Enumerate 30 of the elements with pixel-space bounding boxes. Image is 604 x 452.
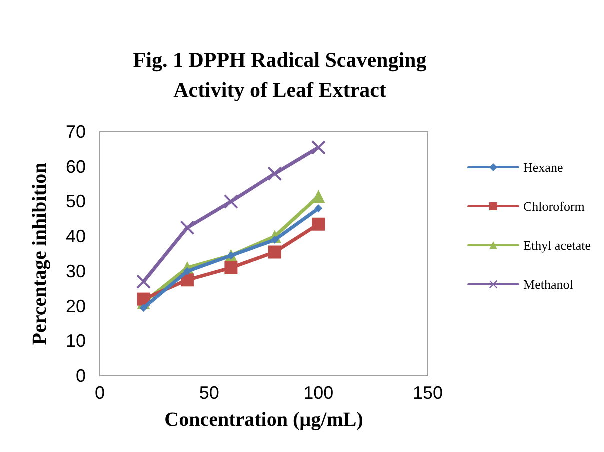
legend-label: Methanol — [524, 277, 574, 292]
x-tick-label: 0 — [94, 383, 106, 403]
legend-label: Ethyl acetate — [524, 238, 592, 253]
y-axis-title: Percentage inhibition — [29, 162, 51, 346]
x-tick-label: 50 — [199, 383, 220, 403]
y-tick-label: 10 — [66, 331, 86, 352]
legend-label: Hexane — [524, 160, 564, 175]
x-tick-label: 150 — [412, 383, 444, 403]
point — [312, 190, 326, 203]
point — [224, 261, 238, 274]
y-tick-label: 30 — [66, 261, 86, 282]
y-tick-label: 60 — [66, 156, 86, 177]
legend-label: Chloroform — [524, 199, 585, 214]
point — [136, 274, 151, 289]
point — [314, 204, 323, 213]
point — [312, 218, 326, 231]
y-tick-label: 70 — [66, 122, 86, 142]
point — [140, 304, 148, 312]
point — [268, 246, 282, 259]
y-tick-label: 0 — [76, 366, 86, 386]
point — [224, 194, 238, 209]
y-tick-label: 20 — [66, 296, 86, 316]
point — [180, 220, 194, 235]
point — [312, 140, 326, 155]
x-tick-label: 100 — [304, 383, 334, 403]
x-axis-title: Concentration (µg/mL) — [164, 409, 364, 431]
y-tick-label: 50 — [66, 192, 86, 212]
y-tick-label: 40 — [66, 226, 86, 247]
point — [268, 166, 282, 181]
chart-title: Fig. 1 DPPH Radical Scavenging Activity of Leaf Extract — [133, 48, 428, 102]
